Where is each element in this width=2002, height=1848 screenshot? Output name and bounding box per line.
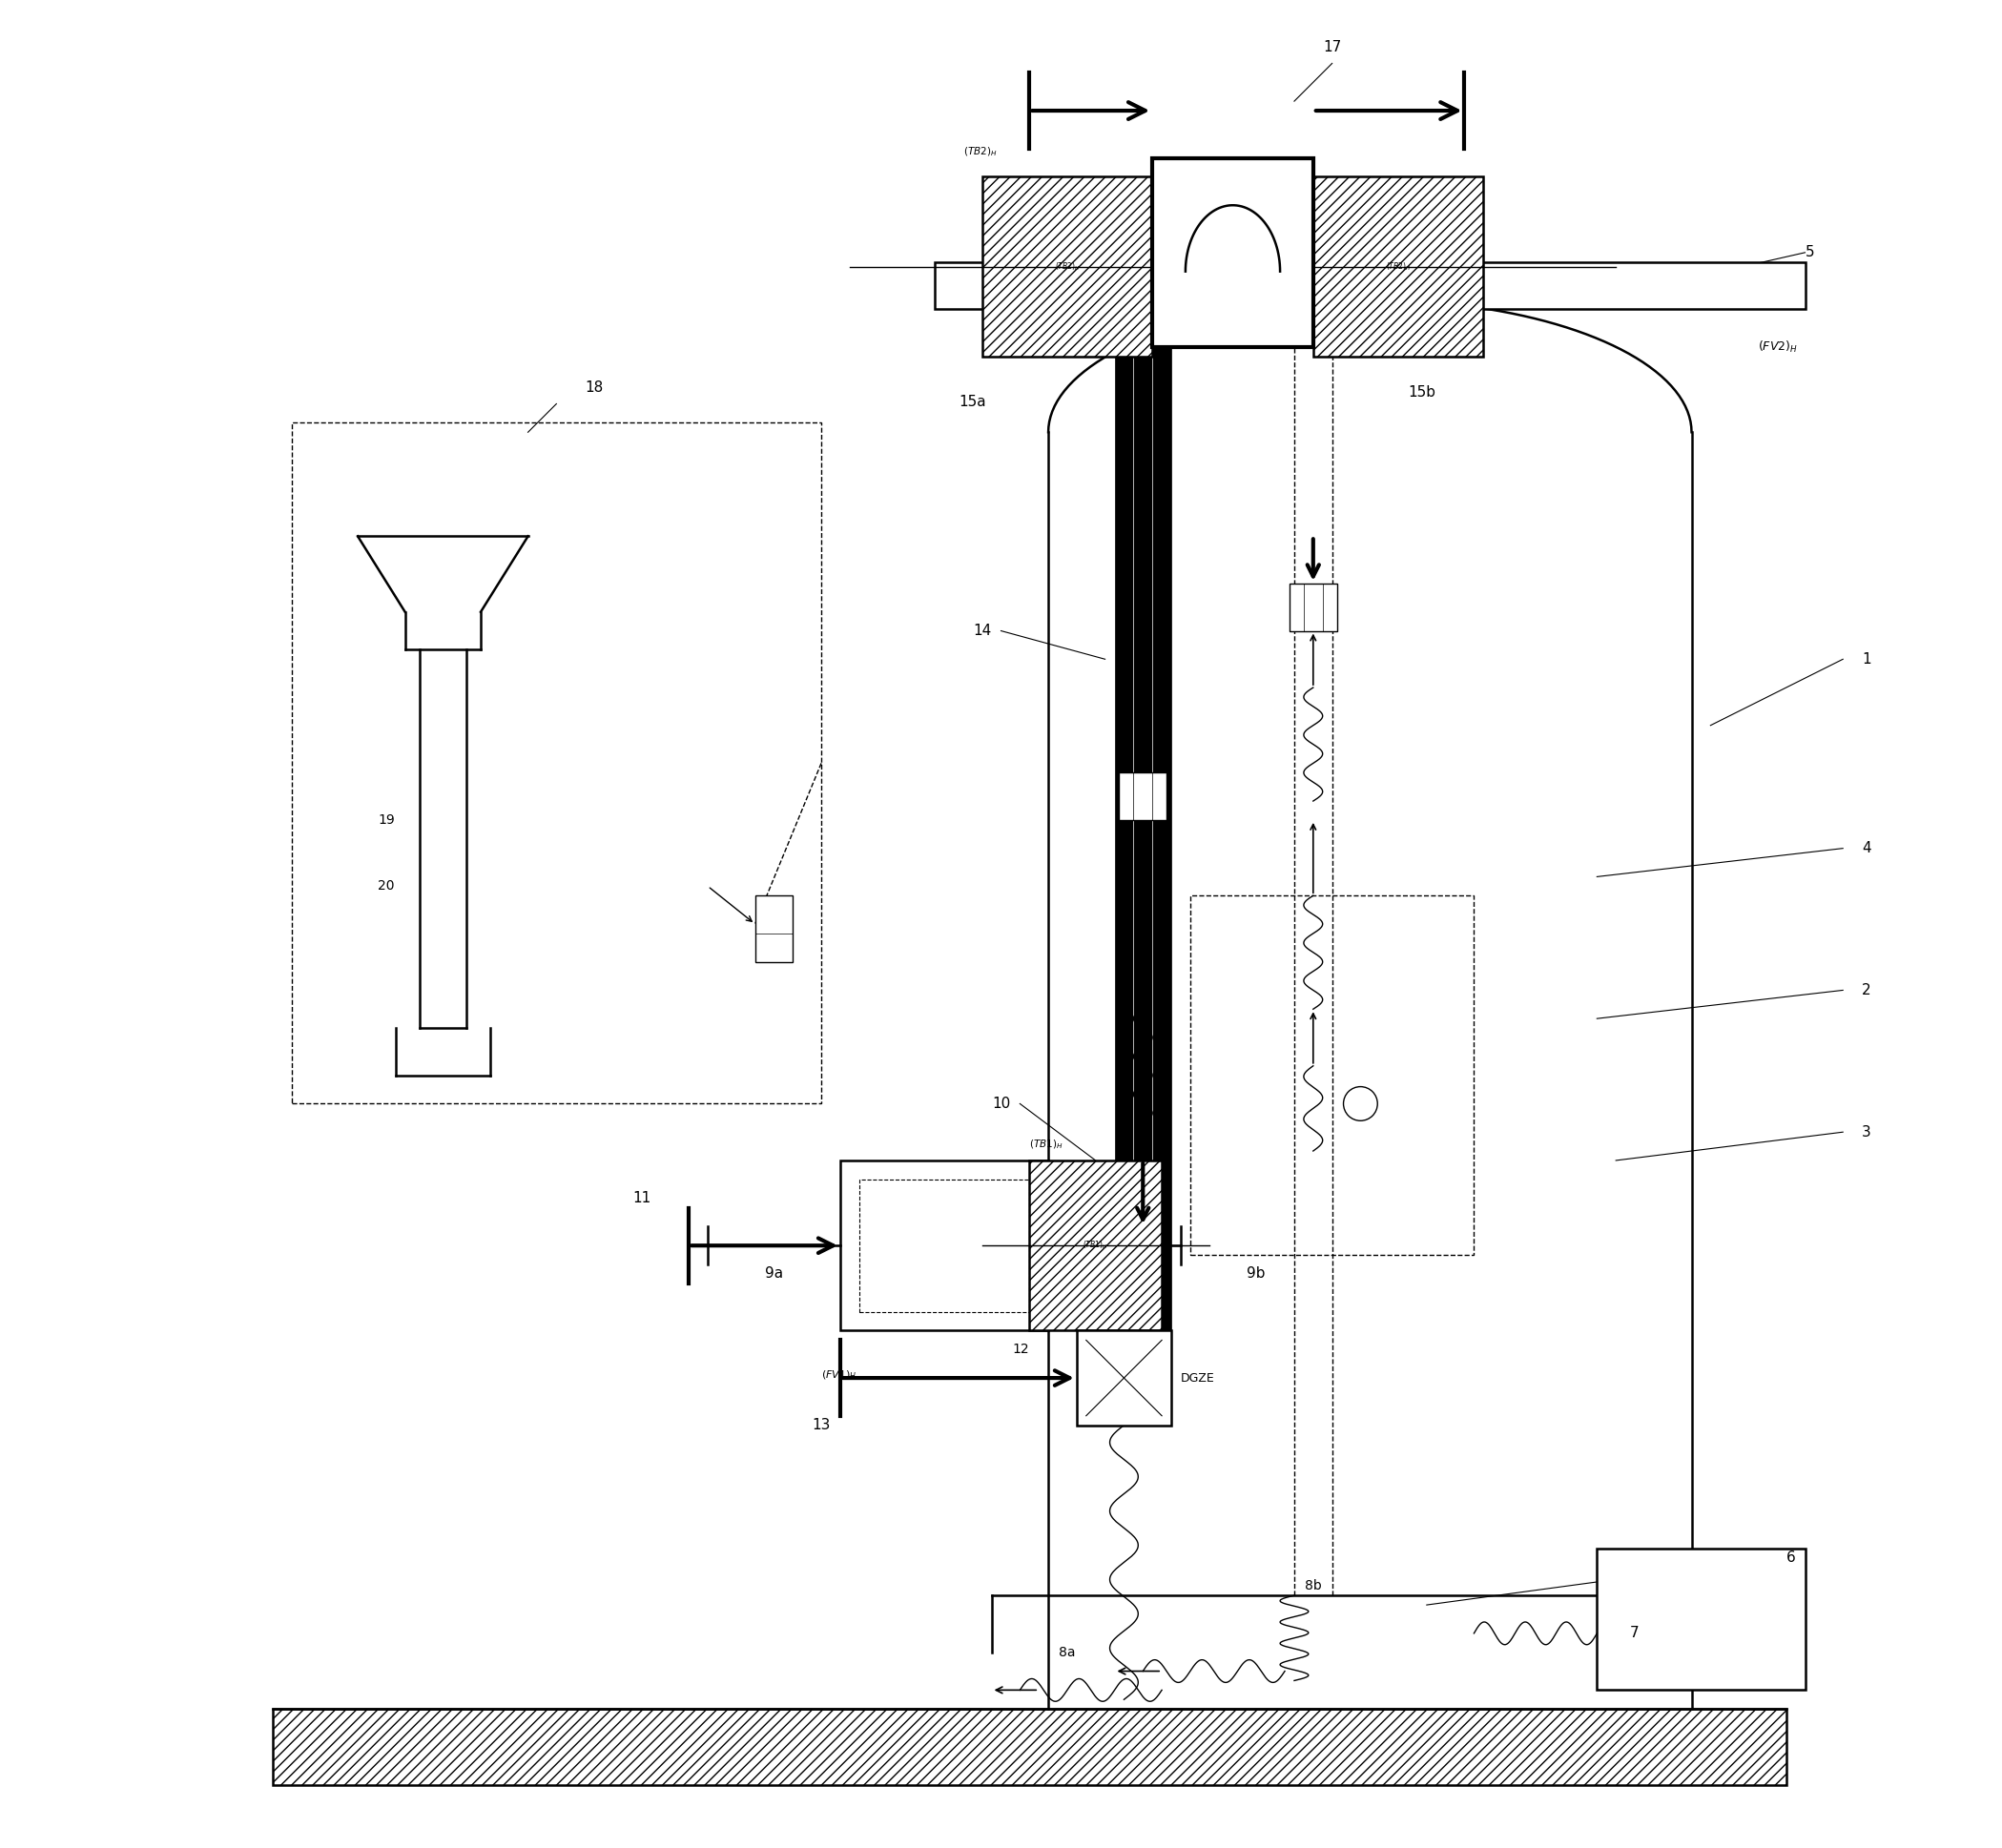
Bar [841, 1161, 1049, 1331]
Text: $(TB2)_H$: $(TB2)_H$ [1385, 261, 1411, 274]
Text: 4: 4 [1862, 841, 1872, 856]
Text: 10: 10 [993, 1096, 1011, 1111]
Bar [1119, 772, 1167, 821]
Text: 7: 7 [1630, 1626, 1640, 1641]
Bar [755, 896, 793, 961]
Bar [292, 423, 821, 1103]
Text: 17: 17 [1323, 39, 1341, 54]
Text: $(TB1)_H$: $(TB1)_H$ [1083, 1240, 1109, 1251]
Text: 15b: 15b [1407, 384, 1435, 399]
Bar [1115, 262, 1171, 1406]
Bar [859, 1179, 1029, 1312]
Text: 5: 5 [1806, 246, 1814, 261]
Text: 11: 11 [633, 1192, 651, 1205]
Text: 2: 2 [1862, 983, 1872, 998]
Bar [1029, 1161, 1161, 1331]
Text: $(TB2)_H$: $(TB2)_H$ [1055, 261, 1079, 274]
Text: 1: 1 [1862, 652, 1872, 667]
Text: $(TB2)_H$: $(TB2)_H$ [963, 144, 997, 157]
Text: 6: 6 [1786, 1550, 1796, 1565]
Circle shape [1343, 1087, 1377, 1120]
Bar [272, 1709, 1786, 1785]
Text: 19: 19 [378, 813, 394, 826]
Text: 16: 16 [1115, 394, 1133, 408]
Text: 9a: 9a [765, 1266, 783, 1281]
Bar [983, 177, 1153, 357]
Text: 15a: 15a [959, 394, 987, 408]
Text: DGZE: DGZE [1181, 1371, 1215, 1384]
Text: 18: 18 [585, 381, 603, 394]
Text: 3: 3 [1862, 1125, 1872, 1138]
Bar [1077, 1331, 1171, 1425]
Text: 8a: 8a [1059, 1645, 1075, 1660]
Bar [1598, 1549, 1806, 1691]
Text: 13: 13 [813, 1417, 831, 1432]
Text: 8b: 8b [1305, 1580, 1321, 1593]
Text: 20: 20 [378, 880, 394, 893]
Bar [1191, 896, 1473, 1255]
Text: $(TB1)_H$: $(TB1)_H$ [1029, 1138, 1063, 1151]
Text: $(FV1)_H$: $(FV1)_H$ [821, 1369, 857, 1382]
Text: 12: 12 [1013, 1343, 1029, 1356]
Text: 9b: 9b [1247, 1266, 1265, 1281]
Bar [1313, 177, 1483, 357]
Bar [935, 262, 1806, 309]
Bar [1289, 584, 1337, 630]
Text: 14: 14 [973, 623, 991, 638]
Bar [1153, 157, 1313, 347]
Text: $(FV2)_H$: $(FV2)_H$ [1758, 340, 1798, 355]
